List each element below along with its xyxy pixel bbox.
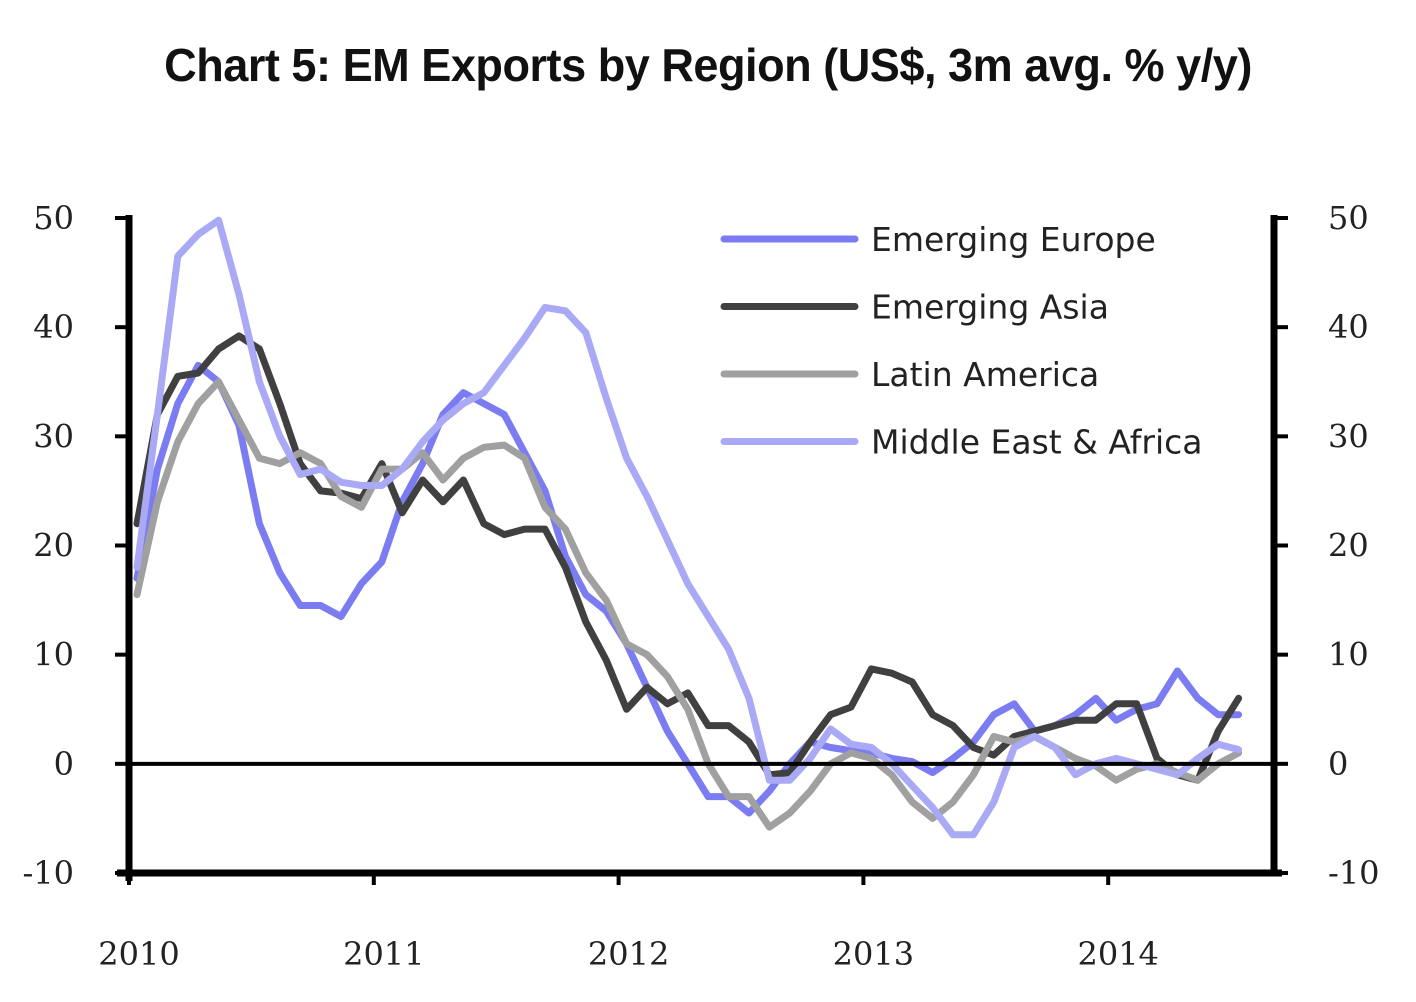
legend-item: Emerging Europe	[720, 220, 1156, 259]
y-tick-label-left: 20	[33, 527, 74, 565]
legend: Emerging Europe Emerging Asia Latin Americ…	[720, 220, 1203, 462]
x-tick-label: 2011	[343, 935, 424, 973]
y-tick-label-right: -10	[1328, 854, 1380, 892]
y-tick-label-right: 0	[1328, 745, 1348, 783]
legend-item: Emerging Asia	[720, 288, 1109, 327]
y-tick-label-left: 0	[54, 745, 74, 783]
y-tick-label-left: 50	[33, 199, 74, 237]
legend-label: Middle East & Africa	[871, 423, 1203, 462]
legend-item: Latin America	[720, 355, 1099, 394]
y-tick-label-right: 20	[1328, 527, 1369, 565]
y-tick-label-right: 10	[1328, 636, 1369, 674]
y-tick-label-left: 30	[33, 417, 74, 455]
y-tick-label-right: 30	[1328, 417, 1369, 455]
legend-item: Middle East & Africa	[720, 423, 1203, 462]
y-tick-label-left: 40	[33, 308, 74, 346]
series-line-middle-east-africa	[133, 216, 1243, 839]
legend-label: Emerging Asia	[871, 288, 1109, 327]
legend-label: Latin America	[871, 355, 1099, 394]
x-tick-label: 2010	[98, 935, 179, 973]
y-tick-label-right: 40	[1328, 308, 1369, 346]
y-tick-label-right: 50	[1328, 199, 1369, 237]
x-tick-label: 2014	[1077, 935, 1158, 973]
legend-label: Emerging Europe	[871, 220, 1156, 259]
x-tick-label: 2013	[833, 935, 914, 973]
series-line-emerging-asia	[133, 332, 1243, 784]
chart-title: Chart 5: EM Exports by Region (US$, 3m a…	[164, 39, 1252, 91]
x-tick-label: 2012	[588, 935, 669, 973]
series-layer	[133, 216, 1243, 839]
y-tick-label-left: -10	[22, 854, 74, 892]
y-tick-label-left: 10	[33, 636, 74, 674]
